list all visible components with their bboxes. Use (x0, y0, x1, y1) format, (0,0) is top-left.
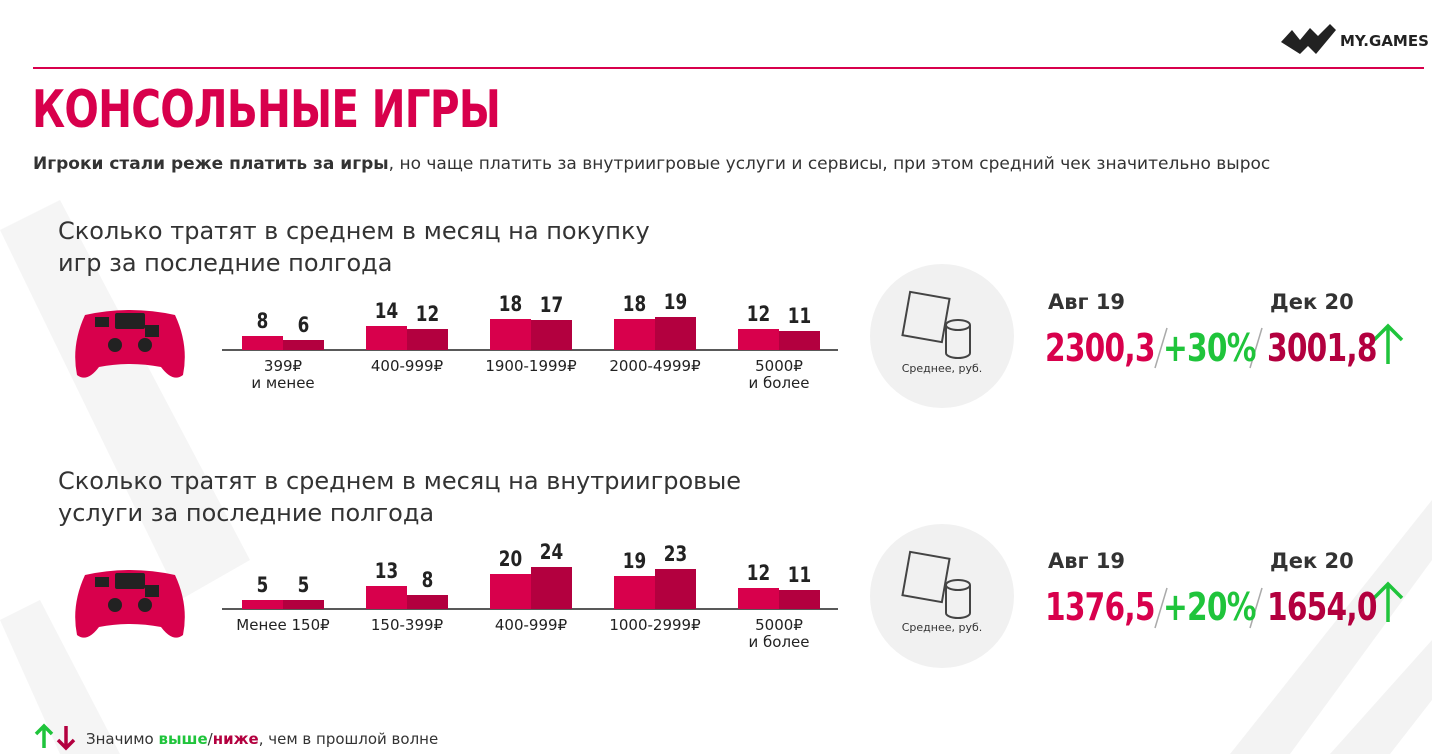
bar (738, 588, 779, 609)
category-label: 399₽ и менее (251, 357, 315, 392)
period-label: Дек 20 (1270, 290, 1354, 314)
value-label: 5 (256, 573, 269, 598)
value-label: 12 (415, 302, 440, 326)
bar (614, 318, 655, 350)
category-label: 400-999₽ (494, 616, 568, 634)
icon-caption: Среднее, руб. (901, 362, 983, 375)
bar (779, 330, 820, 350)
value-before: 1376,5 (1045, 585, 1155, 629)
value-label: 12 (746, 302, 771, 326)
bar (531, 567, 572, 609)
value-label: 11 (787, 303, 812, 328)
category-label: 2000-4999₽ (609, 357, 701, 375)
value-change: +20% (1163, 585, 1256, 629)
bar (655, 316, 696, 350)
value-label: 18 (622, 291, 647, 316)
value-label: 6 (297, 312, 310, 337)
subtitle-rest: , но чаще платить за внутриигровые услуг… (388, 154, 1271, 174)
bar (655, 568, 696, 609)
chart-title: Сколько тратят в среднем в месяц на поку… (58, 217, 650, 277)
value-label: 18 (498, 291, 523, 316)
value-label: 8 (256, 309, 269, 333)
value-before: 2300,3 (1045, 326, 1155, 370)
value-after: 1654,0 (1267, 585, 1377, 629)
category-label: Менее 150₽ (236, 616, 330, 634)
value-label: 17 (539, 293, 564, 318)
category-label: 5000₽ и более (748, 616, 810, 651)
value-label: 12 (746, 561, 771, 585)
footer-lower: ниже (212, 730, 259, 748)
bar (779, 589, 820, 609)
bar (366, 586, 407, 609)
bar (242, 600, 283, 609)
value-label: 11 (787, 562, 812, 587)
value-label: 8 (421, 568, 434, 592)
footer-note: Значимо выше/ниже, чем в прошлой волне (86, 730, 438, 748)
category-label: 400-999₽ (370, 357, 444, 375)
bar (283, 600, 324, 609)
bar (490, 318, 531, 350)
category-label: 5000₽ и более (748, 357, 810, 392)
footer-higher: выше (158, 730, 208, 748)
bar (490, 574, 531, 609)
category-label: 1000-2999₽ (609, 616, 701, 634)
bar (242, 336, 283, 350)
icon-caption: Среднее, руб. (901, 621, 983, 634)
bar (614, 575, 655, 609)
category-label: 150-399₽ (370, 616, 444, 634)
value-label: 13 (374, 559, 399, 584)
period-label: Авг 19 (1048, 549, 1126, 573)
period-label: Авг 19 (1048, 290, 1126, 314)
value-change: +30% (1163, 326, 1256, 370)
value-label: 23 (663, 541, 688, 566)
bar (738, 329, 779, 350)
footer-rest: , чем в прошлой волне (258, 730, 439, 748)
bar (366, 325, 407, 350)
value-label: 20 (498, 547, 523, 571)
chart-title: Сколько тратят в среднем в месяц на внут… (58, 467, 742, 527)
bar (531, 320, 572, 350)
bar (407, 595, 448, 609)
bar (283, 339, 324, 350)
category-label: 1900-1999₽ (485, 357, 577, 375)
value-label: 19 (622, 548, 647, 573)
value-after: 3001,8 (1267, 326, 1377, 370)
page-title: КОНСОЛЬНЫЕ ИГРЫ (32, 80, 501, 140)
value-label: 19 (663, 289, 688, 314)
footer-sep: / (207, 730, 213, 748)
subtitle: Игроки стали реже платить за игры, но ча… (33, 154, 1270, 174)
value-label: 24 (539, 540, 564, 564)
footer-lead: Значимо (86, 730, 159, 748)
value-label: 5 (297, 573, 310, 598)
value-label: 14 (374, 298, 399, 323)
period-label: Дек 20 (1270, 549, 1354, 573)
subtitle-bold: Игроки стали реже платить за игры (33, 154, 389, 174)
bar (407, 329, 448, 350)
logo: MY.GAMES (1340, 32, 1429, 50)
